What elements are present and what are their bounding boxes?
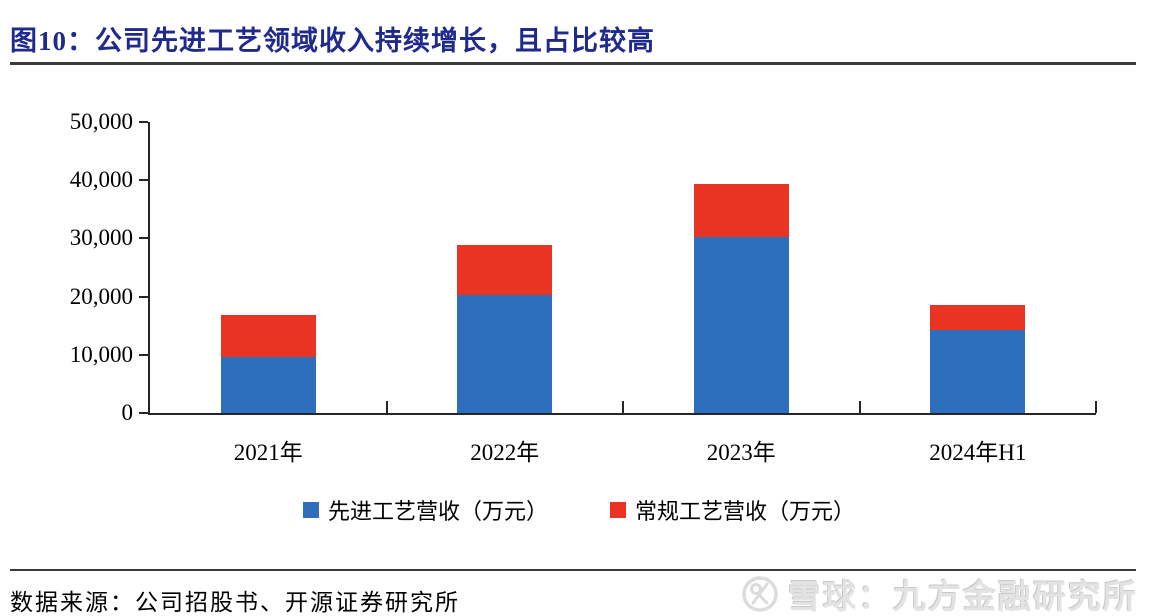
figure-title: 图10：公司先进工艺领域收入持续增长，且占比较高 bbox=[10, 26, 655, 56]
legend-label: 先进工艺营收（万元） bbox=[327, 499, 548, 524]
title-divider bbox=[10, 62, 1136, 65]
bar-segment bbox=[693, 183, 789, 237]
bar-segment bbox=[220, 357, 316, 413]
y-axis-tick bbox=[139, 121, 148, 123]
legend-swatch bbox=[610, 502, 626, 518]
x-axis-tick bbox=[385, 401, 388, 413]
plot-area: 0 10,000 20,000 30,000 40,000 50,000 2021年 2022… bbox=[70, 109, 1097, 465]
bar-segment bbox=[930, 305, 1026, 330]
y-axis-tick bbox=[139, 179, 148, 182]
legend-item: 先进工艺营收（万元） bbox=[302, 494, 548, 526]
y-tick-label: 20,000 bbox=[69, 283, 133, 309]
y-tick-label: 10,000 bbox=[69, 341, 133, 367]
y-tick-label: 0 bbox=[121, 400, 134, 425]
bar-segment bbox=[930, 329, 1026, 413]
y-axis-tick bbox=[139, 412, 148, 414]
bar-segment bbox=[693, 236, 789, 413]
x-axis-tick bbox=[622, 401, 624, 413]
legend-label: 常规工艺营收（万元） bbox=[635, 499, 856, 524]
legend-swatch bbox=[302, 502, 319, 518]
data-source-note: 数据来源：公司招股书、开源证券研究所 bbox=[10, 590, 460, 615]
bar-segment bbox=[457, 294, 553, 413]
x-axis-label: 2023年 bbox=[706, 440, 776, 465]
bar-segment bbox=[220, 315, 316, 358]
y-tick-label: 30,000 bbox=[69, 225, 133, 251]
footer-divider bbox=[10, 569, 1136, 571]
y-tick-label: 50,000 bbox=[69, 109, 133, 134]
y-axis-tick bbox=[139, 237, 148, 240]
y-tick-label: 40,000 bbox=[69, 167, 133, 193]
chart-legend: 先进工艺营收（万元） 常规工艺营收（万元） bbox=[0, 494, 1158, 526]
x-axis-tick bbox=[1095, 401, 1097, 413]
watermark: 雪球：九方金融研究所 bbox=[740, 570, 1138, 616]
x-axis-label: 2021年 bbox=[233, 440, 303, 465]
x-axis-label: 2022年 bbox=[470, 440, 540, 465]
xueqiu-logo-icon bbox=[742, 576, 778, 612]
x-axis-label: 2024年H1 bbox=[929, 440, 1027, 465]
watermark-text: 雪球：九方金融研究所 bbox=[788, 578, 1138, 615]
legend-item: 常规工艺营收（万元） bbox=[610, 494, 855, 526]
bar-segment bbox=[457, 244, 553, 295]
y-axis-tick bbox=[139, 295, 148, 298]
x-axis-tick bbox=[858, 401, 861, 413]
y-axis-tick bbox=[139, 353, 148, 356]
